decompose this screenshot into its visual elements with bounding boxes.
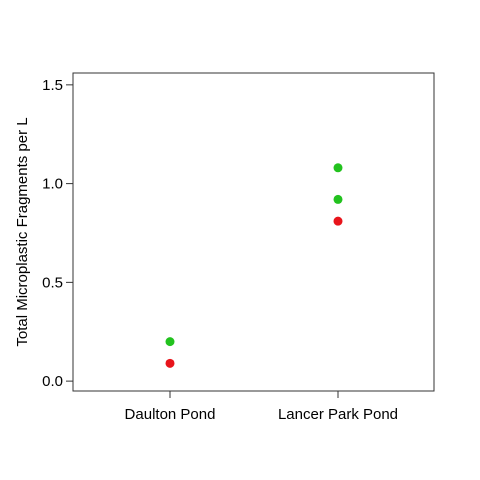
plot-frame (72, 72, 435, 392)
y-tick-label: 0.0 (42, 373, 63, 390)
y-tick-label: 1.5 (42, 77, 63, 94)
y-axis-title: Total Microplastic Fragments per L (14, 117, 31, 346)
data-points (165, 163, 343, 368)
y-tick-label: 1.0 (42, 176, 63, 193)
data-point (333, 194, 343, 204)
y-tick-label: 0.5 (42, 274, 63, 291)
x-tick-label: Daulton Pond (125, 406, 216, 423)
data-point (165, 358, 175, 368)
data-point (333, 216, 343, 226)
x-axis: Daulton Pond Lancer Park Pond (125, 391, 398, 423)
data-point (165, 337, 175, 347)
y-axis: 0.0 0.5 1.0 1.5 (42, 77, 74, 390)
data-point (333, 163, 343, 173)
x-tick-label: Lancer Park Pond (278, 406, 398, 423)
